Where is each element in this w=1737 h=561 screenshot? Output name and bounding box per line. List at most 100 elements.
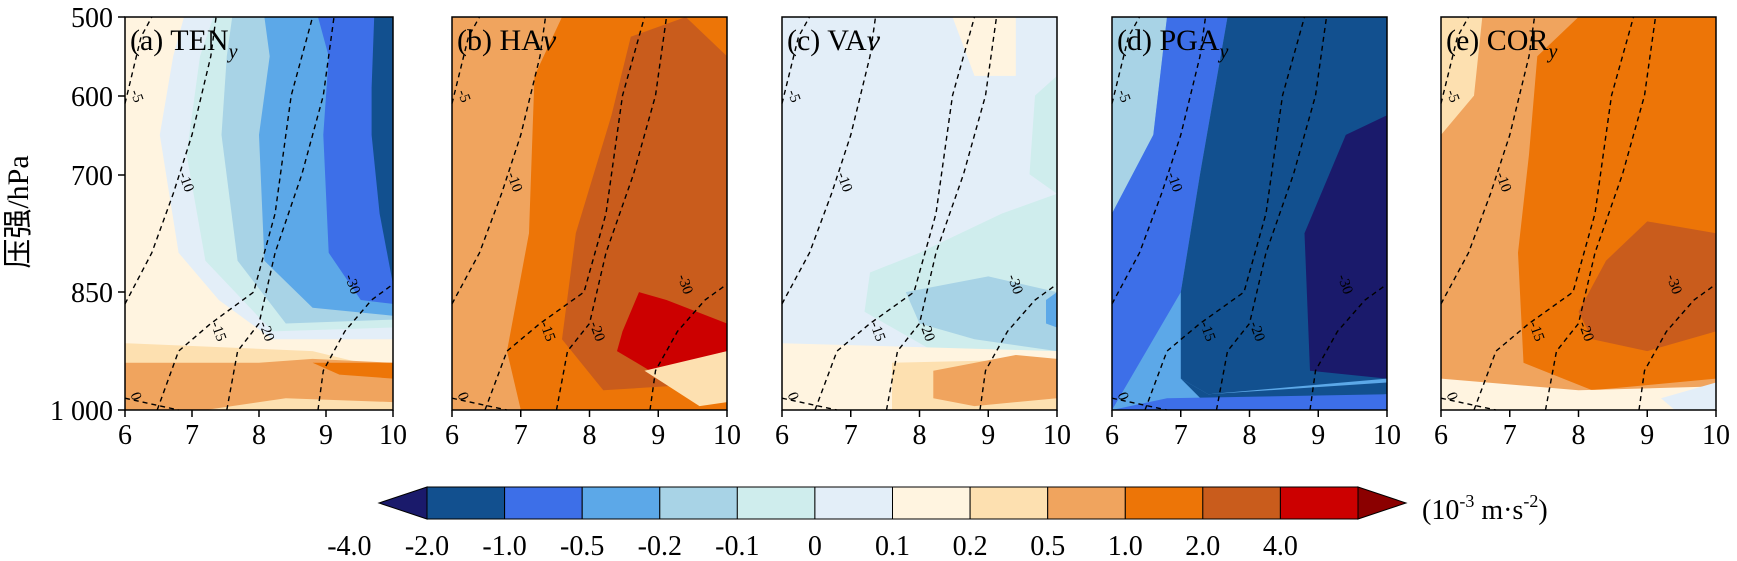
region-minus-0.5 bbox=[905, 276, 1057, 352]
region-minus-0.5 bbox=[1112, 17, 1167, 214]
panel-d-title-main: (d) PGA bbox=[1117, 24, 1220, 57]
panel-d-title-sub: y bbox=[1218, 41, 1229, 63]
panel-a-title-main: (a) TEN bbox=[130, 24, 229, 57]
colorbar-bin bbox=[892, 486, 971, 520]
contour-label: -30 bbox=[674, 272, 696, 296]
region-plus-0.2 bbox=[1441, 17, 1483, 135]
colorbar-tick-label: 0.5 bbox=[1030, 531, 1065, 561]
x-tick-label: 7 bbox=[844, 420, 858, 451]
y-tick-label-850: 850 bbox=[71, 278, 113, 309]
colorbar-tick-label: 0.2 bbox=[953, 531, 988, 561]
colorbar-tick-label: 0 bbox=[808, 531, 822, 561]
panel-c-contours: 0-5-10-15 -20-30 bbox=[781, 16, 1058, 411]
x-tick-label: 9 bbox=[319, 420, 333, 451]
contour-label: -10 bbox=[833, 170, 855, 194]
panel-b-title-main: (b) HA bbox=[457, 24, 543, 57]
region-plus-0.5 bbox=[933, 355, 1057, 407]
contour-0 bbox=[124, 397, 179, 411]
colorbar-tick-label: -1.0 bbox=[482, 531, 526, 561]
colorbar-bin bbox=[736, 486, 816, 520]
x-tick-label: 8 bbox=[1572, 420, 1586, 451]
region-plus-2.0 bbox=[1578, 221, 1716, 352]
x-tick-label: 8 bbox=[583, 420, 597, 451]
x-tick-label: 10 bbox=[1043, 420, 1071, 451]
contour--10 bbox=[124, 16, 217, 305]
contour--10 bbox=[781, 16, 877, 305]
contour--30 bbox=[979, 283, 1058, 411]
contour--15 bbox=[1144, 16, 1306, 411]
x-tick-label: 10 bbox=[713, 420, 741, 451]
region-plus-1.0 bbox=[312, 362, 393, 379]
y-tick-label-600: 600 bbox=[71, 82, 113, 113]
x-tick-label: 6 bbox=[775, 420, 789, 451]
x-tick-label: 10 bbox=[1702, 420, 1730, 451]
colorbar-unit-open: (10 bbox=[1422, 495, 1459, 526]
contour-label: -20 bbox=[255, 319, 277, 343]
contour-label: -20 bbox=[916, 319, 938, 343]
contour-label: -5 bbox=[784, 88, 803, 105]
x-tick-label: 9 bbox=[1640, 420, 1654, 451]
contour--10 bbox=[451, 16, 547, 305]
contour--5 bbox=[781, 16, 811, 104]
region-minus-0.1 bbox=[1661, 382, 1716, 410]
contour-label: -30 bbox=[1663, 272, 1685, 296]
panel-b-title: (b) HAv bbox=[457, 24, 557, 57]
contour-0 bbox=[1440, 397, 1497, 411]
x-tick-label: 7 bbox=[1503, 420, 1517, 451]
panel-c-fills bbox=[782, 17, 1057, 410]
contour-label: -10 bbox=[503, 170, 525, 194]
colorbar-unit-close: ) bbox=[1538, 495, 1547, 526]
x-tick-label: 7 bbox=[1174, 420, 1188, 451]
contour-label: -10 bbox=[1492, 170, 1514, 194]
y-tick-label-700: 700 bbox=[71, 161, 113, 192]
x-tick-label: 6 bbox=[118, 420, 132, 451]
y-tick-label-500: 500 bbox=[71, 3, 113, 34]
colorbar-tick-label: 4.0 bbox=[1263, 531, 1298, 561]
panel-e-title-main: (e) COR bbox=[1446, 24, 1548, 57]
colorbar-tick-label: -0.2 bbox=[638, 531, 682, 561]
region-minus-1.0 bbox=[1112, 17, 1228, 410]
panel-c-title-italic: v bbox=[867, 24, 881, 57]
colorbar-tick-label: -0.5 bbox=[560, 531, 604, 561]
x-tick-label: 10 bbox=[379, 420, 407, 451]
panel-b-fills bbox=[507, 17, 727, 410]
contour-label: -30 bbox=[1004, 272, 1026, 296]
colorbar-unit-exp: -3 bbox=[1459, 491, 1474, 511]
contour--30 bbox=[649, 283, 728, 411]
colorbar-tick-label: 1.0 bbox=[1108, 531, 1143, 561]
contour-label: -5 bbox=[1114, 88, 1133, 105]
contour--15 bbox=[1473, 16, 1635, 411]
contour--15 bbox=[814, 16, 976, 411]
contour--5 bbox=[451, 16, 481, 104]
x-tick-label: 7 bbox=[514, 420, 528, 451]
colorbar-bin bbox=[1047, 486, 1126, 520]
colorbar-tick-label: 2.0 bbox=[1185, 531, 1220, 561]
x-tick-label: 9 bbox=[651, 420, 665, 451]
region-plus-2.0 bbox=[562, 17, 727, 391]
y-axis-ticks: 500 600 700 850 1 000 bbox=[50, 3, 125, 427]
panel-b: 0-5-10-15 -20-30 (b) HAv bbox=[451, 16, 728, 411]
contour-label: -5 bbox=[1443, 88, 1462, 105]
colorbar-bin bbox=[504, 486, 583, 520]
colorbar-bin bbox=[969, 486, 1049, 520]
contour-label: -15 bbox=[207, 319, 229, 343]
colorbar-extend-low bbox=[377, 486, 428, 520]
region-minus-0.2-upper bbox=[1029, 75, 1057, 194]
panel-e: 0-5-10-15 -20-30 (e) CORy bbox=[1440, 16, 1717, 411]
colorbar-tick-label: -0.1 bbox=[715, 531, 759, 561]
panel-c: 0-5-10-15 -20-30 (c) VAv bbox=[781, 16, 1058, 411]
contour--30 bbox=[317, 283, 394, 411]
contour-label: -20 bbox=[1246, 319, 1268, 343]
colorbar-unit-exp2: -2 bbox=[1523, 491, 1538, 511]
contour-0 bbox=[451, 397, 508, 411]
colorbar-unit-mid: m·s bbox=[1474, 495, 1523, 526]
colorbar-bin bbox=[1124, 486, 1204, 520]
panel-a: 0-5-10-15 -20-30 (a) TENy bbox=[124, 16, 394, 411]
contour--10 bbox=[1440, 16, 1536, 305]
colorbar-bin bbox=[581, 486, 661, 520]
colorbar-bin bbox=[814, 486, 894, 520]
colorbar-unit: (10-3 m·s-2) bbox=[1422, 491, 1548, 526]
region-minus-1.0-bottom bbox=[1112, 394, 1387, 410]
x-tick-label: 9 bbox=[981, 420, 995, 451]
